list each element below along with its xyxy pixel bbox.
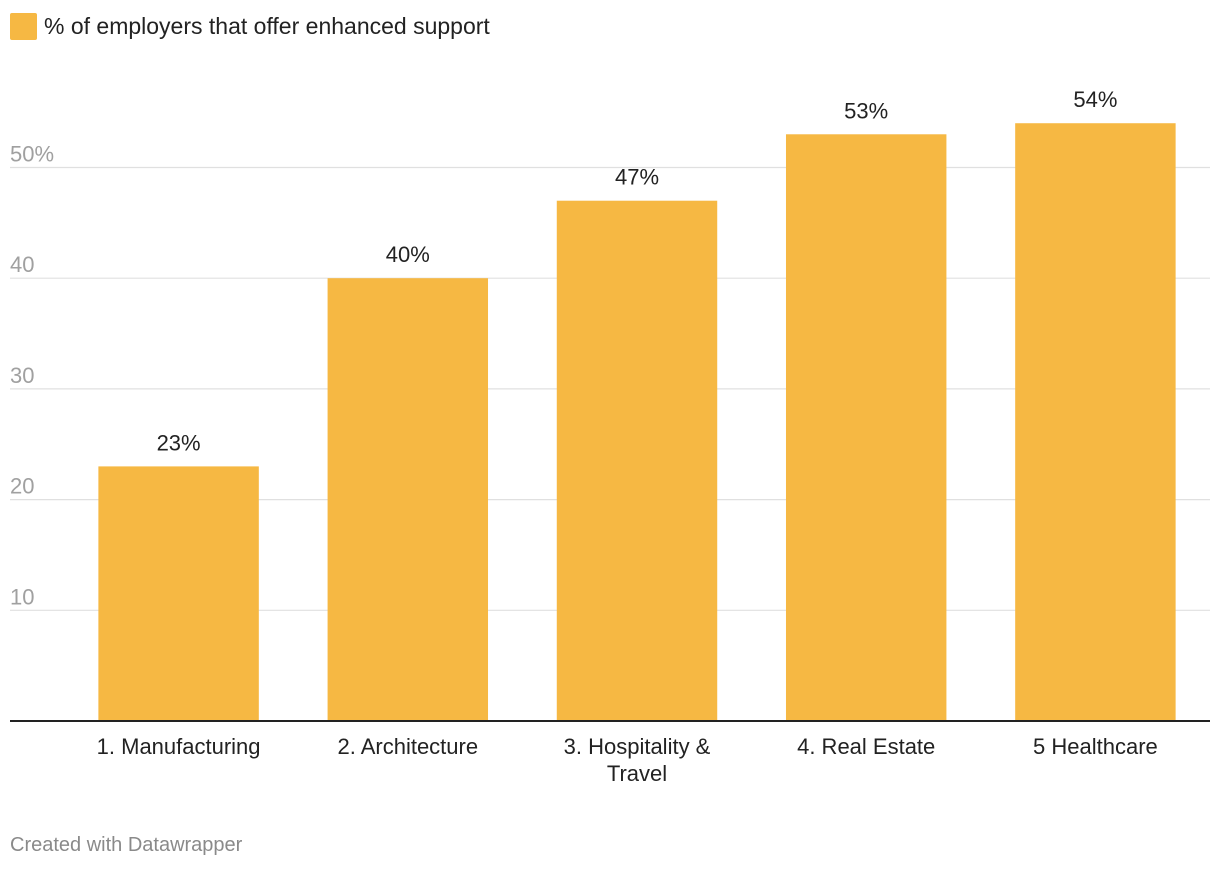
bar-1 [98,466,259,721]
category-label-2: 2. Architecture [337,734,478,759]
bar-2 [327,278,489,721]
bar-value-label-1: 23% [157,430,201,455]
category-label-4: 4. Real Estate [797,734,935,759]
legend-swatch [10,13,37,40]
category-labels: 1. Manufacturing 2. Architecture 3. Hospit… [97,734,1158,786]
bars [98,123,1176,722]
legend-label: % of employers that offer enhanced suppo… [44,13,490,39]
bar-3 [556,200,718,721]
category-label-3: 3. Hospitality & Travel [564,734,711,786]
y-tick-label-30: 30 [10,363,34,388]
y-tick-label-10: 10 [10,584,34,609]
category-label-1: 1. Manufacturing [97,734,261,759]
bar-value-label-3: 47% [615,165,659,190]
bar-4 [785,134,947,722]
bar-value-label-5: 54% [1073,87,1117,112]
category-label-5: 5 Healthcare [1033,734,1158,759]
bar-value-label-4: 53% [844,98,888,123]
bar-5 [1015,123,1176,722]
y-tick-label-50: 50% [10,142,54,167]
footer-credit: Created with Datawrapper [10,834,243,856]
bar-value-label-2: 40% [386,242,430,267]
bar-value-labels: 23% 40% 47% 53% 54% [157,87,1118,455]
y-tick-label-40: 40 [10,252,34,277]
y-tick-label-20: 20 [10,474,34,499]
